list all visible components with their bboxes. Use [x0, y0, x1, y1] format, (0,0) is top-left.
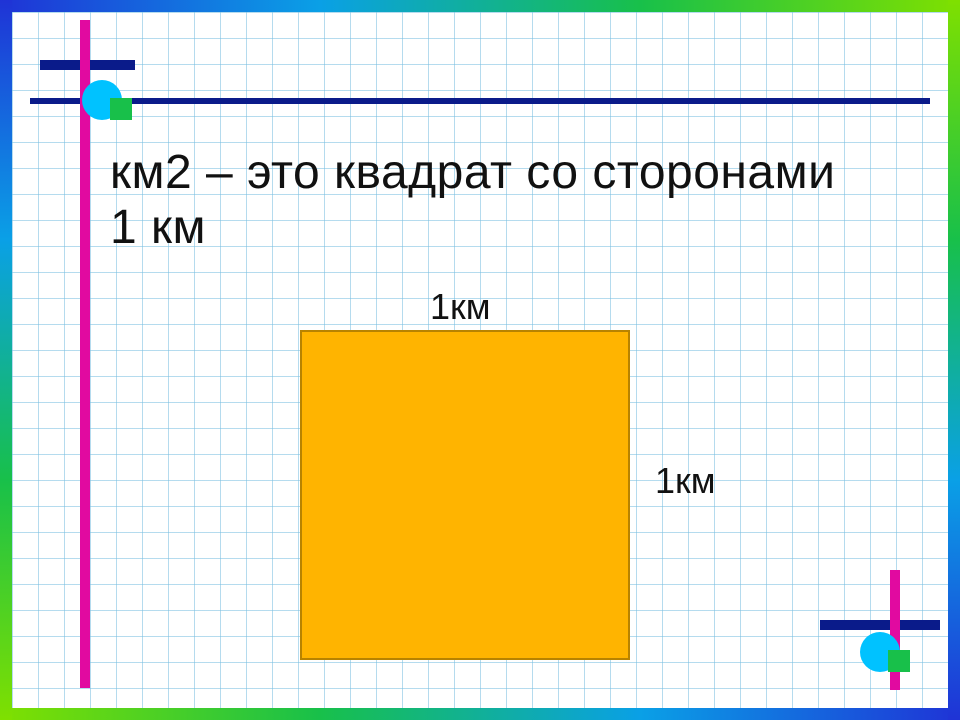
label-top: 1км: [430, 286, 491, 328]
label-right: 1км: [655, 460, 716, 502]
slide-stage: км2 – это квадрат со сторонами 1 км 1км …: [0, 0, 960, 720]
decoration-bottom-right: [800, 570, 960, 710]
deco-quad: [888, 650, 910, 672]
title-text: км2 – это квадрат со сторонами 1 км: [110, 145, 870, 255]
decoration-top-left: [40, 20, 180, 688]
unit-square: [300, 330, 630, 660]
frame-top: [0, 0, 960, 12]
deco-hbar: [820, 620, 940, 630]
deco-quad: [110, 98, 132, 120]
deco-vbar: [80, 20, 90, 688]
deco-vbar: [890, 570, 900, 690]
frame-left: [0, 0, 12, 720]
